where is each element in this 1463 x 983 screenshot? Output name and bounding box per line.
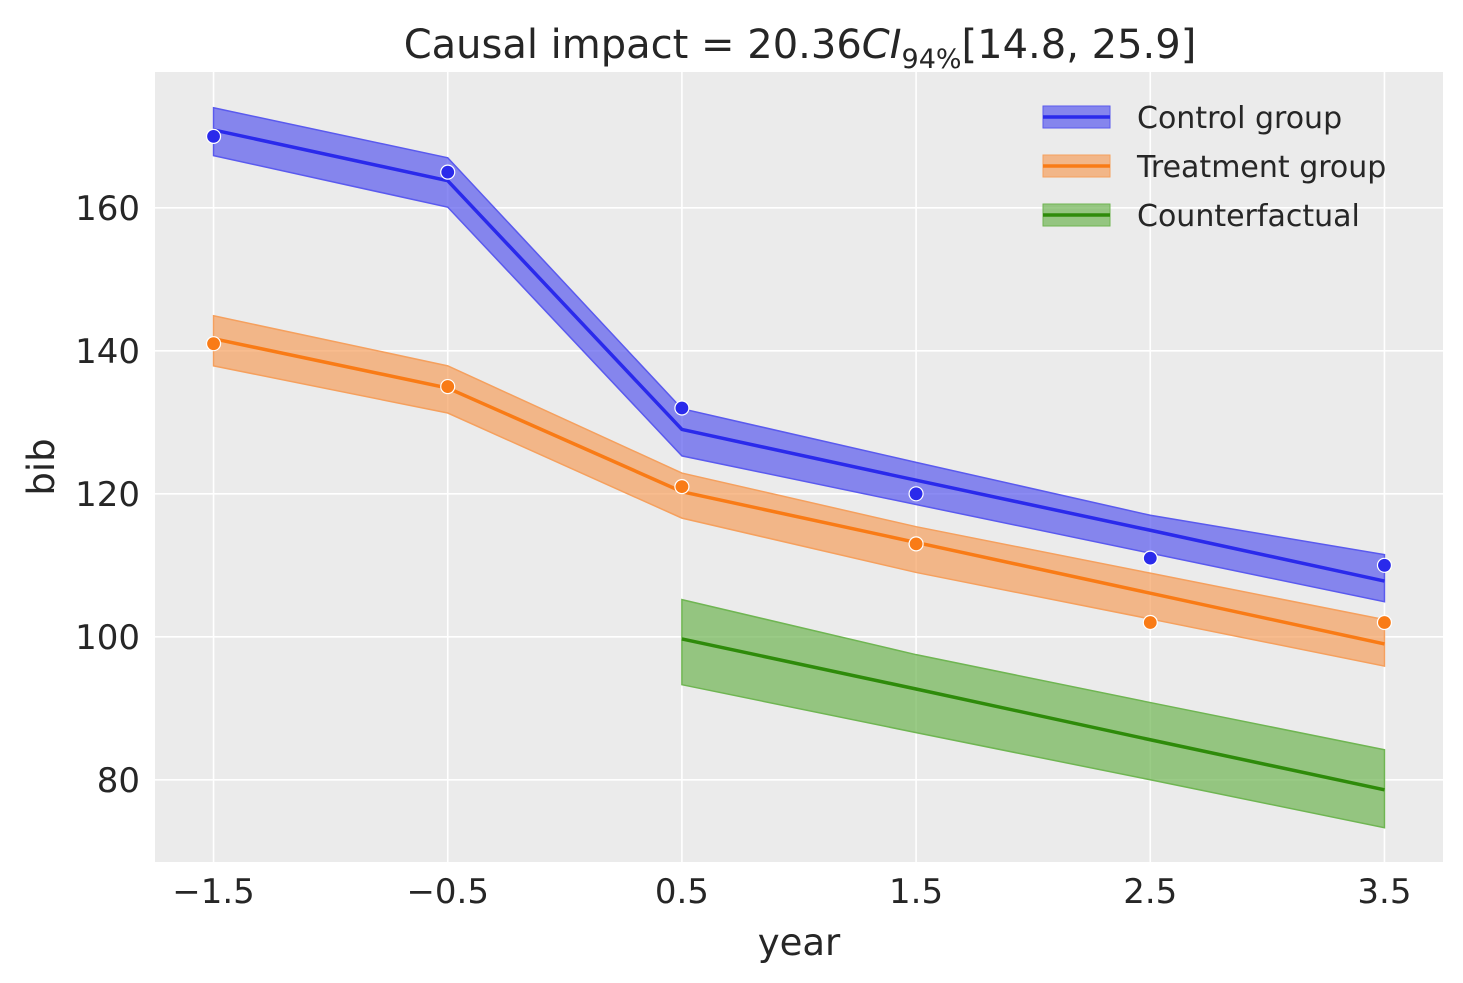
y-tick-label: 140 bbox=[75, 332, 140, 372]
y-tick-label: 100 bbox=[75, 618, 140, 658]
control-group-line bbox=[213, 128, 1385, 583]
control-group-point bbox=[1376, 557, 1393, 573]
legend-label: Counterfactual bbox=[1137, 199, 1360, 234]
treatment-group-point bbox=[674, 479, 690, 495]
y-tick-label: 80 bbox=[97, 761, 140, 801]
counterfactual-line bbox=[681, 637, 1385, 792]
lines bbox=[213, 128, 1385, 792]
control-group-point bbox=[908, 486, 924, 502]
x-tick-label: −1.5 bbox=[172, 872, 255, 912]
treatment-group-point bbox=[908, 536, 924, 552]
treatment-group-point bbox=[440, 378, 456, 395]
x-tick-label: −0.5 bbox=[406, 872, 489, 912]
y-axis-label: bib bbox=[20, 438, 63, 495]
control-group-point bbox=[674, 400, 690, 416]
control-group-point bbox=[205, 128, 222, 144]
control-group-point bbox=[1142, 550, 1158, 566]
title-prefix: Causal impact = 20.36 bbox=[404, 22, 862, 68]
treatment-group-point bbox=[1376, 614, 1393, 631]
title-ci-label: CI bbox=[862, 22, 902, 68]
legend-label: Control group bbox=[1137, 101, 1342, 136]
points bbox=[205, 128, 1393, 631]
chart-title: Causal impact = 20.36CI94%[14.8, 25.9] bbox=[404, 22, 1197, 75]
legend: Control group Treatment group Counterfactu… bbox=[1042, 101, 1386, 234]
treatment-group-point bbox=[1142, 614, 1158, 631]
legend-item-control-group: Control group bbox=[1042, 101, 1342, 136]
x-tick-label: 2.5 bbox=[1123, 872, 1177, 912]
treatment-group-band bbox=[212, 314, 1386, 668]
legend-item-treatment-group: Treatment group bbox=[1042, 150, 1386, 185]
ticks: −1.5 −0.5 0.5 1.5 2.5 3.5 80 100 120 140 160 bbox=[75, 189, 1411, 912]
x-tick-label: 1.5 bbox=[889, 872, 943, 912]
treatment-group-line bbox=[213, 336, 1385, 646]
x-tick-label: 3.5 bbox=[1357, 872, 1411, 912]
y-tick-label: 120 bbox=[75, 475, 140, 515]
title-interval: [14.8, 25.9] bbox=[962, 22, 1197, 68]
treatment-group-point bbox=[205, 336, 222, 352]
title-ci-sub: 94% bbox=[902, 44, 962, 75]
x-axis-label: year bbox=[758, 921, 841, 964]
x-tick-label: 0.5 bbox=[655, 872, 709, 912]
legend-label: Treatment group bbox=[1136, 150, 1386, 185]
legend-item-counterfactual: Counterfactual bbox=[1042, 199, 1360, 234]
y-tick-label: 160 bbox=[75, 189, 140, 229]
control-group-point bbox=[440, 164, 456, 180]
